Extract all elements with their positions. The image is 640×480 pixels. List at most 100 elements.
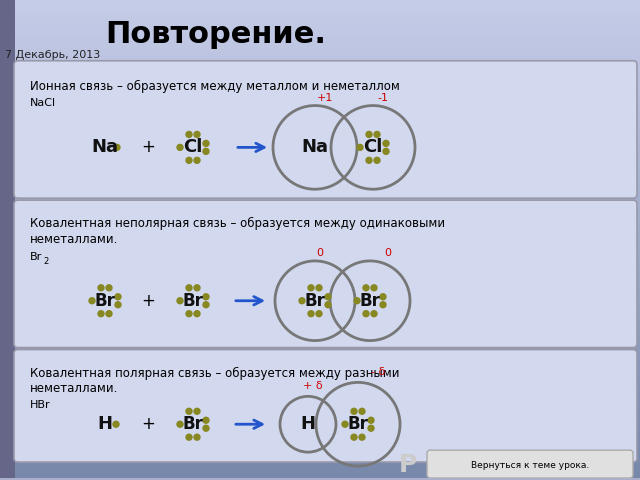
Circle shape — [203, 302, 209, 308]
Circle shape — [363, 311, 369, 317]
Bar — [0, 42, 640, 48]
Text: Br: Br — [305, 292, 325, 310]
Bar — [0, 168, 640, 173]
Circle shape — [203, 294, 209, 300]
Bar — [0, 6, 640, 12]
Text: Br: Br — [360, 292, 380, 310]
Circle shape — [203, 148, 209, 155]
Bar — [0, 263, 640, 269]
Bar — [0, 179, 640, 185]
Bar — [0, 472, 640, 478]
Bar — [0, 412, 640, 418]
Circle shape — [115, 302, 121, 308]
Circle shape — [308, 311, 314, 317]
Circle shape — [351, 434, 357, 440]
Bar — [0, 125, 640, 132]
Bar — [0, 215, 640, 221]
Bar — [0, 395, 640, 400]
Bar — [0, 442, 640, 448]
Text: неметаллами.: неметаллами. — [30, 233, 118, 246]
Bar — [0, 287, 640, 293]
Bar — [0, 281, 640, 287]
Bar — [0, 245, 640, 251]
Bar — [0, 275, 640, 281]
Text: 7 Декабрь, 2013: 7 Декабрь, 2013 — [5, 50, 100, 60]
Circle shape — [113, 421, 119, 427]
FancyBboxPatch shape — [14, 61, 637, 198]
Bar — [0, 305, 640, 311]
Bar — [0, 430, 640, 436]
Bar — [0, 36, 640, 42]
Circle shape — [383, 148, 389, 155]
Circle shape — [114, 144, 120, 150]
Bar — [0, 329, 640, 335]
Text: NaCl: NaCl — [30, 97, 56, 108]
Circle shape — [186, 157, 192, 163]
Circle shape — [89, 298, 95, 304]
Circle shape — [316, 311, 322, 317]
Circle shape — [359, 408, 365, 414]
Circle shape — [371, 311, 377, 317]
Bar — [0, 400, 640, 406]
Bar — [0, 102, 640, 108]
Circle shape — [106, 285, 112, 291]
Bar — [0, 84, 640, 90]
Circle shape — [203, 141, 209, 146]
Bar — [0, 359, 640, 364]
Bar — [0, 239, 640, 245]
Circle shape — [354, 298, 360, 304]
Bar — [0, 466, 640, 472]
Circle shape — [374, 157, 380, 163]
Bar — [0, 149, 640, 156]
Circle shape — [203, 425, 209, 431]
Bar — [0, 114, 640, 120]
Bar — [0, 364, 640, 371]
Bar — [0, 30, 640, 36]
Circle shape — [194, 285, 200, 291]
Bar — [0, 221, 640, 227]
Text: Br: Br — [348, 415, 369, 433]
Bar — [0, 376, 640, 383]
Bar — [0, 137, 640, 144]
Circle shape — [368, 417, 374, 423]
Bar — [0, 96, 640, 102]
Circle shape — [194, 408, 200, 414]
Circle shape — [106, 311, 112, 317]
Text: Br: Br — [30, 252, 42, 262]
Bar — [0, 108, 640, 114]
Text: Ковалентная полярная связь – образуется между разными: Ковалентная полярная связь – образуется … — [30, 366, 399, 380]
Text: неметаллами.: неметаллами. — [30, 383, 118, 396]
Bar — [0, 311, 640, 317]
Circle shape — [177, 144, 183, 150]
Text: HBr: HBr — [30, 400, 51, 410]
Bar — [0, 78, 640, 84]
Bar — [0, 317, 640, 323]
Bar — [0, 209, 640, 215]
Bar — [0, 460, 640, 466]
Bar — [0, 0, 640, 6]
Circle shape — [366, 132, 372, 137]
Text: +: + — [141, 292, 155, 310]
Bar — [0, 191, 640, 197]
Bar — [0, 352, 640, 359]
Circle shape — [325, 294, 331, 300]
Bar — [0, 18, 640, 24]
Text: 0: 0 — [317, 248, 323, 258]
Bar — [0, 454, 640, 460]
Bar — [0, 60, 640, 66]
Text: P: P — [399, 453, 417, 477]
Text: 2: 2 — [43, 257, 48, 266]
Circle shape — [186, 408, 192, 414]
Bar — [0, 233, 640, 239]
Circle shape — [380, 302, 386, 308]
Bar — [0, 161, 640, 168]
Bar — [0, 347, 640, 352]
Text: Вернуться к теме урока.: Вернуться к теме урока. — [471, 461, 589, 469]
Bar — [0, 185, 640, 191]
Bar — [0, 424, 640, 430]
Circle shape — [357, 144, 363, 150]
Text: Br: Br — [95, 292, 115, 310]
Circle shape — [186, 285, 192, 291]
Bar — [0, 251, 640, 257]
Circle shape — [186, 132, 192, 137]
